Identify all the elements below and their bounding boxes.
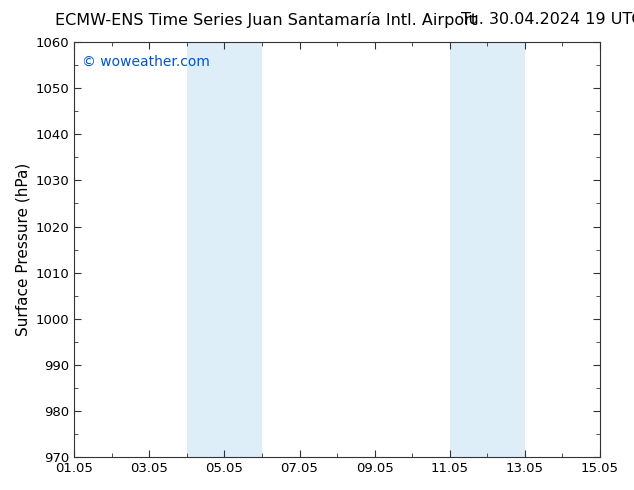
Bar (187, 42, 262, 457)
Text: © woweather.com: © woweather.com (82, 54, 210, 69)
Bar (450, 42, 525, 457)
Text: ECMW-ENS Time Series Juan Santamaría Intl. Airport: ECMW-ENS Time Series Juan Santamaría Int… (55, 12, 477, 28)
Text: Tu. 30.04.2024 19 UTC: Tu. 30.04.2024 19 UTC (461, 12, 634, 27)
Y-axis label: Surface Pressure (hPa): Surface Pressure (hPa) (15, 163, 30, 336)
